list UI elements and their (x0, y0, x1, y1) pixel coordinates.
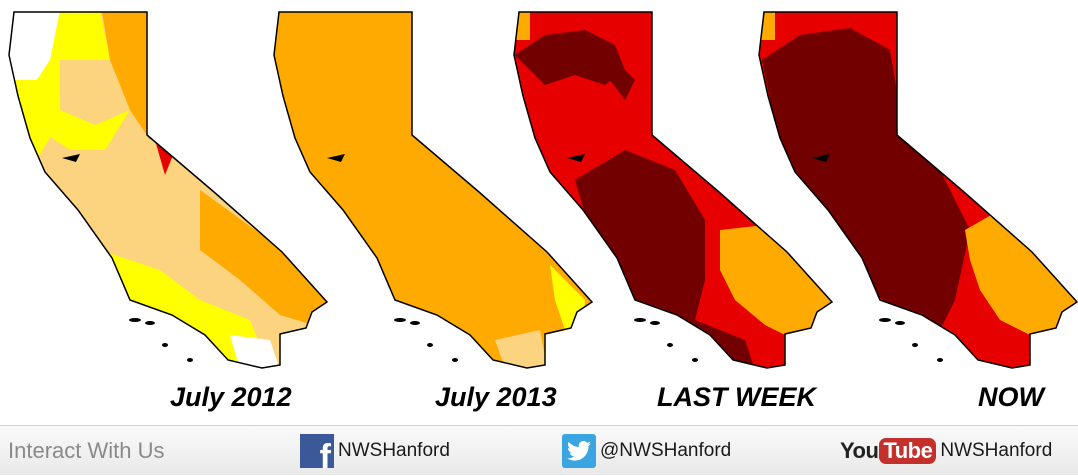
facebook-icon: f (300, 434, 334, 474)
california-drought-map-now (758, 11, 1078, 369)
map-label: LAST WEEK (657, 382, 816, 412)
youtube-logo-you: You (840, 438, 879, 463)
map-panel-july-2012: July 2012 (0, 0, 330, 425)
twitter-link[interactable]: @NWSHanford (562, 434, 731, 468)
youtube-logo: You Tube (840, 438, 937, 464)
map-panel-now: NOW (750, 0, 1078, 425)
drought-map-comparison: July 2012 July 2013 (0, 0, 1078, 425)
map-label: July 2013 (435, 382, 557, 412)
twitter-handle: @NWSHanford (600, 440, 732, 461)
youtube-link[interactable]: You Tube NWSHanford (840, 434, 1052, 468)
youtube-logo-tube: Tube (879, 438, 937, 464)
map-label: July 2012 (170, 382, 292, 412)
youtube-handle: NWSHanford (940, 440, 1053, 461)
california-drought-map-july-2012 (8, 11, 329, 369)
map-label: NOW (978, 382, 1044, 412)
twitter-icon (562, 434, 596, 468)
social-footer: Interact With Us f NWSHanford @NWSHanfor… (0, 425, 1078, 475)
facebook-link[interactable]: f NWSHanford (300, 434, 450, 474)
interact-with-us-text: Interact With Us (8, 438, 165, 463)
facebook-handle: NWSHanford (338, 440, 450, 461)
